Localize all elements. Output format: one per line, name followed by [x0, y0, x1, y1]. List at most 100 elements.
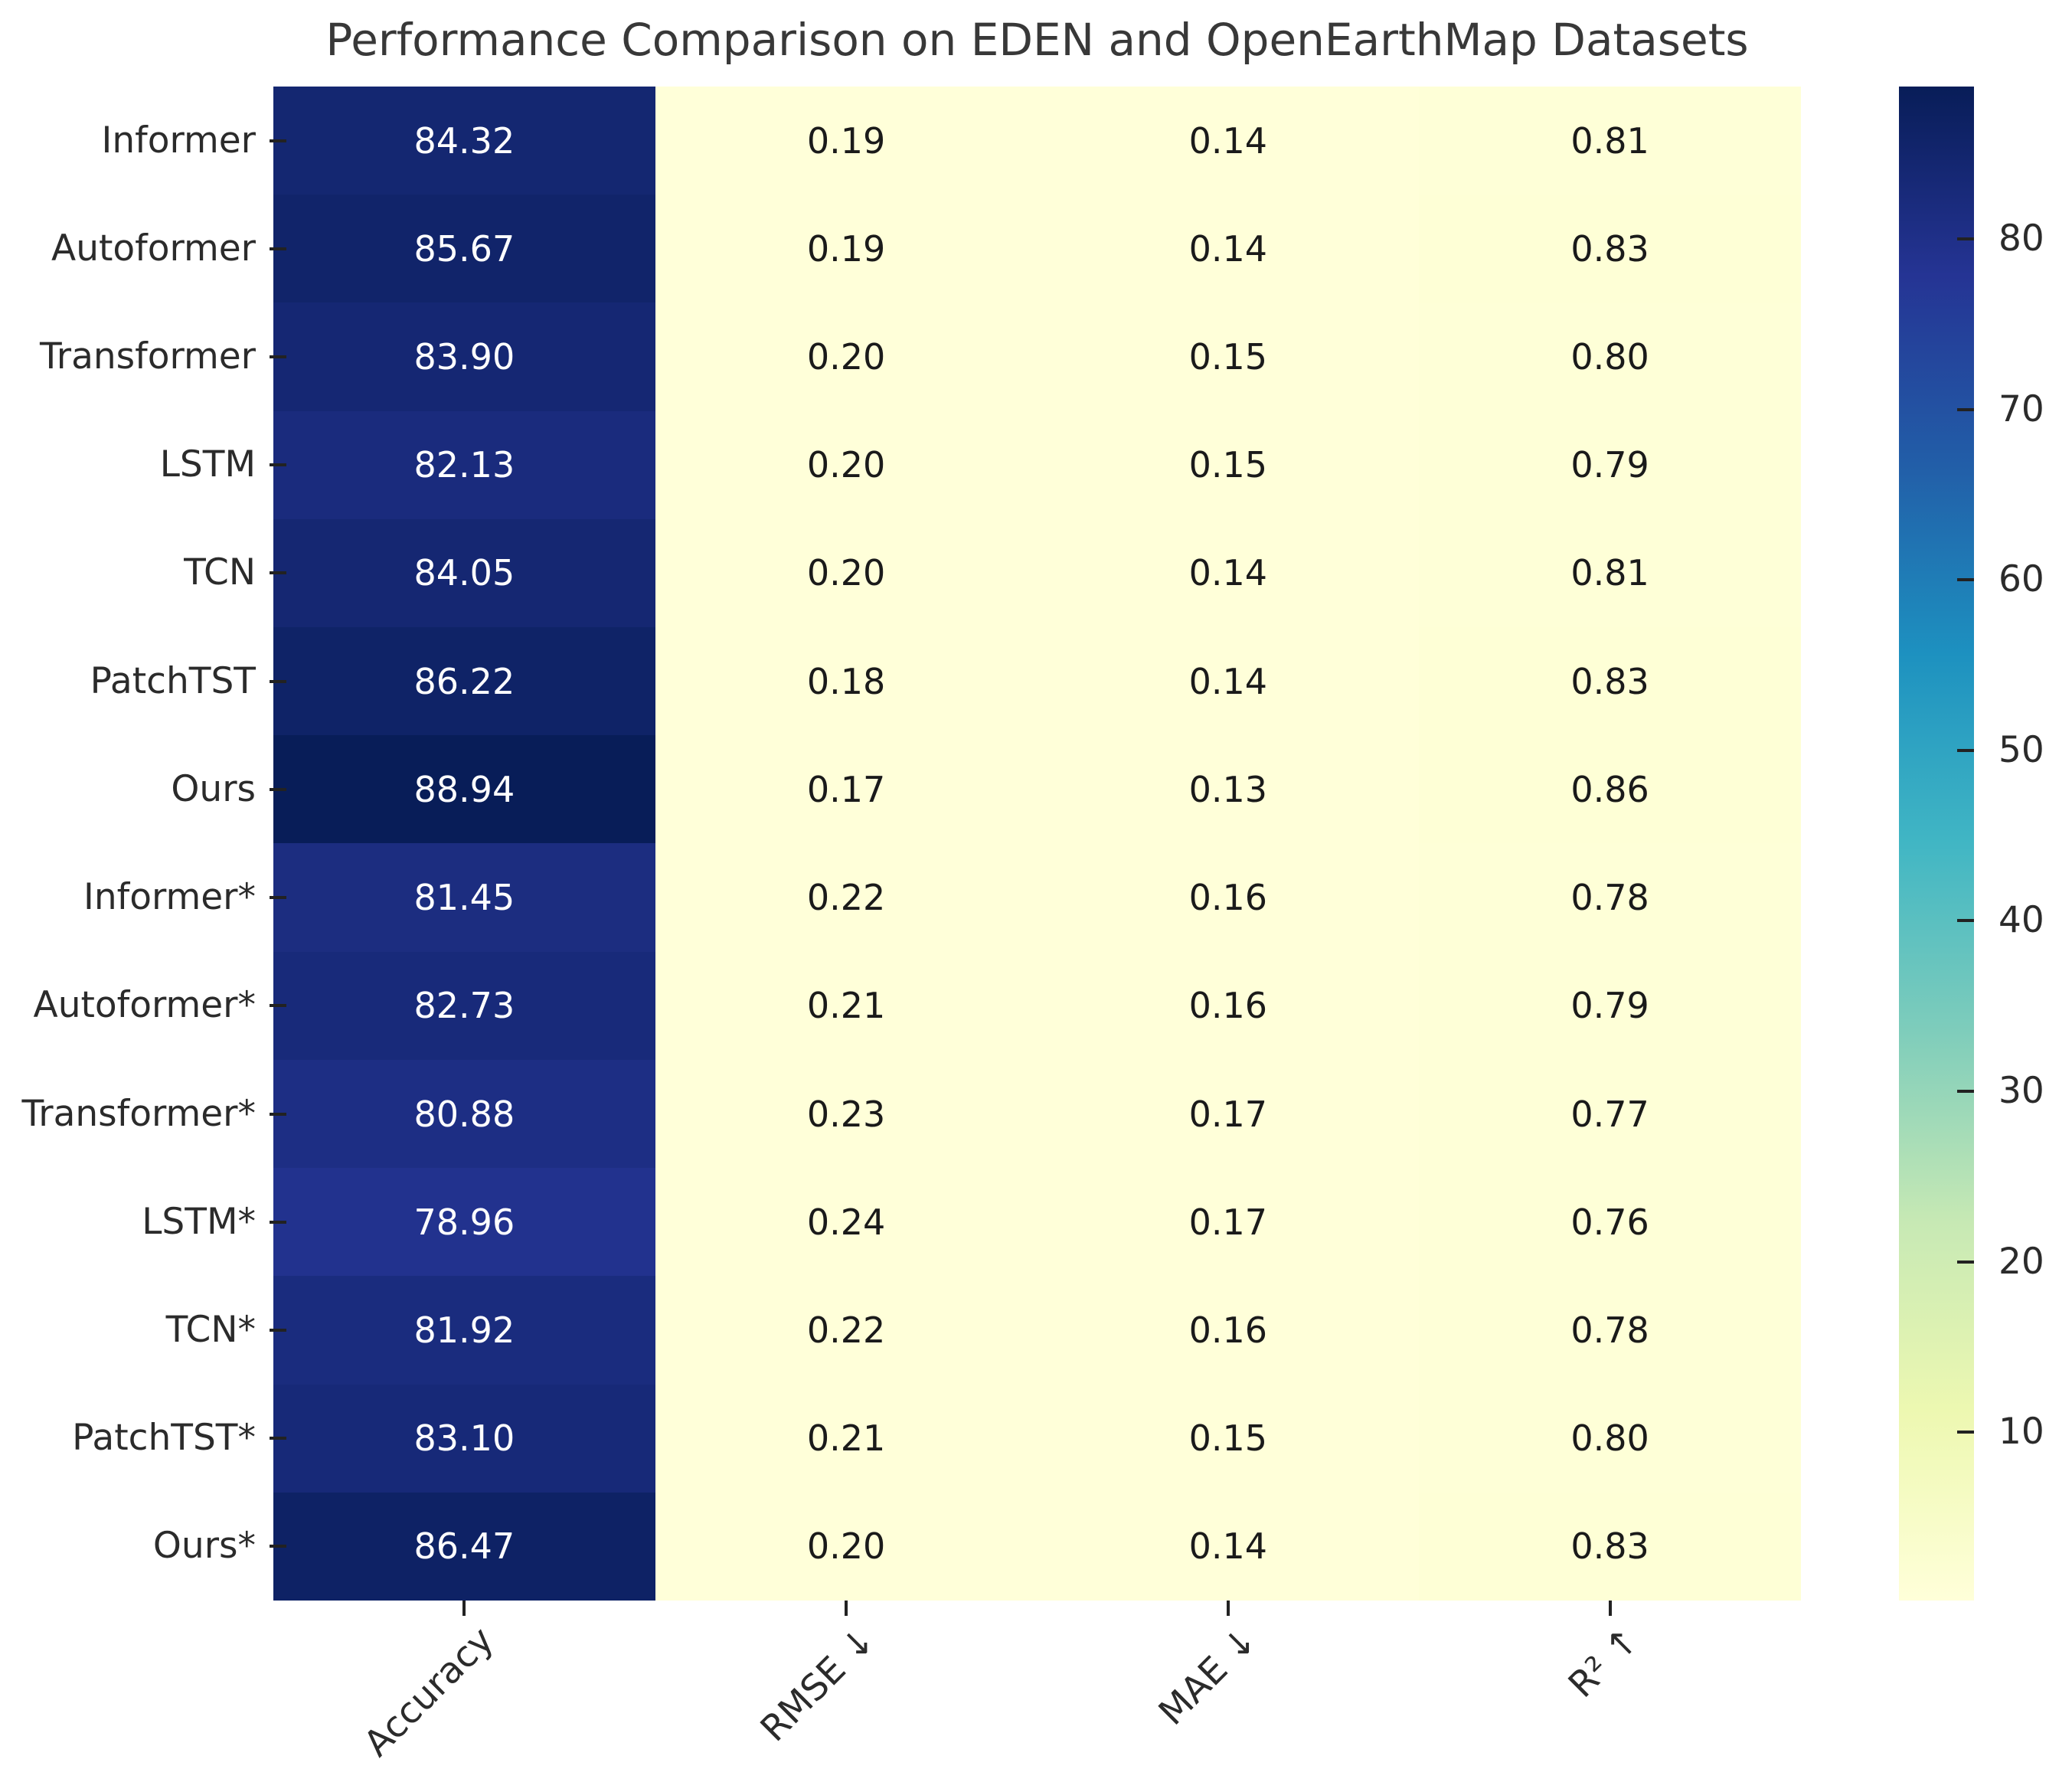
heatmap-cell-TCN*-col2: 0.16 — [1037, 1276, 1420, 1385]
heatmap-cell-Informer*-col0: 81.45 — [273, 843, 655, 952]
y-tick-mark — [270, 1545, 286, 1548]
heatmap-cell-TCN*-col3: 0.78 — [1419, 1276, 1801, 1385]
heatmap-cell-PatchTST*-col3: 0.80 — [1419, 1384, 1801, 1493]
y-tick-mark — [270, 679, 286, 683]
colorbar-tick-label-20: 20 — [1998, 1240, 2044, 1283]
heatmap-cell-Ours-col3: 0.86 — [1419, 735, 1801, 844]
heatmap-cell-LSTM-col2: 0.15 — [1037, 410, 1420, 519]
x-tick-label-MAE: MAE ↓ — [1151, 1619, 1266, 1734]
heatmap-cell-Transformer-col0: 83.90 — [273, 302, 655, 411]
heatmap-cell-PatchTST-col3: 0.83 — [1419, 627, 1801, 736]
heatmap-cell-TCN*-col1: 0.22 — [655, 1276, 1038, 1385]
cell-value-label: 0.18 — [806, 660, 886, 702]
cell-value-label: 0.20 — [806, 552, 886, 594]
heatmap-cell-Informer-col0: 84.32 — [273, 87, 655, 195]
heatmap-cell-TCN-col0: 84.05 — [273, 518, 655, 628]
heatmap-cell-Transformer*-col0: 80.88 — [273, 1059, 655, 1169]
colorbar-tick-label-30: 30 — [1998, 1070, 2044, 1113]
cell-value-label: 0.13 — [1188, 768, 1268, 810]
colorbar-tick-mark — [1957, 1090, 1974, 1094]
colorbar-tick-label-10: 10 — [1998, 1411, 2044, 1453]
cell-value-label: 0.19 — [806, 119, 886, 162]
heatmap-cell-Autoformer*-col3: 0.79 — [1419, 951, 1801, 1060]
y-tick-label-Informer: Informer — [101, 119, 256, 162]
cell-value-label: 0.81 — [1570, 552, 1649, 594]
y-tick-label-LSTM*: LSTM* — [142, 1200, 256, 1243]
cell-value-label: 82.73 — [413, 985, 515, 1027]
cell-value-label: 83.10 — [413, 1417, 515, 1460]
y-tick-label-TCN*: TCN* — [165, 1308, 256, 1351]
x-tick-mark — [462, 1601, 466, 1616]
heatmap-cell-TCN-col2: 0.14 — [1037, 518, 1420, 628]
heatmap-cell-PatchTST*-col2: 0.15 — [1037, 1384, 1420, 1493]
cell-value-label: 84.32 — [413, 119, 515, 162]
cell-value-label: 0.81 — [1570, 119, 1649, 162]
heatmap-cell-LSTM*-col0: 78.96 — [273, 1168, 655, 1277]
cell-value-label: 0.14 — [1188, 552, 1268, 594]
colorbar-tick-mark — [1957, 578, 1974, 582]
cell-value-label: 0.20 — [806, 444, 886, 486]
cell-value-label: 0.17 — [1188, 1093, 1268, 1135]
y-tick-mark — [270, 355, 286, 359]
cell-value-label: 0.16 — [1188, 985, 1268, 1027]
y-tick-mark — [270, 247, 286, 250]
cell-value-label: 0.79 — [1570, 444, 1649, 486]
cell-value-label: 0.17 — [806, 768, 886, 810]
cell-value-label: 84.05 — [413, 552, 515, 594]
heatmap-cell-Transformer-col1: 0.20 — [655, 302, 1038, 411]
cell-value-label: 0.15 — [1188, 336, 1268, 378]
heatmap-cell-Ours*-col0: 86.47 — [273, 1492, 655, 1601]
cell-value-label: 0.83 — [1570, 660, 1649, 702]
heatmap-cell-Ours*-col1: 0.20 — [655, 1492, 1038, 1601]
y-tick-label-TCN: TCN — [184, 551, 256, 594]
cell-value-label: 0.20 — [806, 336, 886, 378]
heatmap-cell-Transformer*-col2: 0.17 — [1037, 1059, 1420, 1169]
cell-value-label: 86.47 — [413, 1525, 515, 1568]
y-tick-label-Autoformer*: Autoformer* — [33, 984, 256, 1027]
cell-value-label: 0.19 — [806, 227, 886, 270]
cell-value-label: 81.45 — [413, 877, 515, 919]
heatmap-cell-Informer*-col1: 0.22 — [655, 843, 1038, 952]
y-tick-label-PatchTST: PatchTST — [90, 659, 256, 702]
cell-value-label: 78.96 — [413, 1201, 515, 1243]
y-tick-mark — [270, 1328, 286, 1332]
heatmap-cell-PatchTST*-col0: 83.10 — [273, 1384, 655, 1493]
heatmap-cell-Autoformer-col1: 0.19 — [655, 195, 1038, 303]
heatmap-cell-PatchTST-col1: 0.18 — [655, 627, 1038, 736]
cell-value-label: 0.78 — [1570, 877, 1649, 919]
heatmap-cell-Transformer*-col1: 0.23 — [655, 1059, 1038, 1169]
colorbar-tick-mark — [1957, 748, 1974, 752]
cell-value-label: 85.67 — [413, 227, 515, 270]
x-tick-label-RMSE: RMSE ↓ — [752, 1619, 884, 1751]
cell-value-label: 0.23 — [806, 1093, 886, 1135]
heatmap-cell-Autoformer*-col0: 82.73 — [273, 951, 655, 1060]
heatmap-cell-LSTM-col1: 0.20 — [655, 410, 1038, 519]
heatmap-cell-Informer-col2: 0.14 — [1037, 87, 1420, 195]
heatmap-cell-Ours-col1: 0.17 — [655, 735, 1038, 844]
heatmap-cell-PatchTST*-col1: 0.21 — [655, 1384, 1038, 1493]
cell-value-label: 0.14 — [1188, 660, 1268, 702]
heatmap-cell-Autoformer*-col2: 0.16 — [1037, 951, 1420, 1060]
y-tick-mark — [270, 463, 286, 467]
cell-value-label: 0.21 — [806, 1417, 886, 1460]
colorbar-tick-mark — [1957, 1431, 1974, 1434]
heatmap-cell-Transformer*-col3: 0.77 — [1419, 1059, 1801, 1169]
y-tick-label-Transformer: Transformer — [39, 335, 256, 378]
cell-value-label: 0.15 — [1188, 444, 1268, 486]
y-tick-label-Transformer*: Transformer* — [21, 1092, 256, 1135]
colorbar-tick-mark — [1957, 237, 1974, 240]
heatmap-cell-TCN-col1: 0.20 — [655, 518, 1038, 628]
cell-value-label: 0.80 — [1570, 1417, 1649, 1460]
colorbar-tick-mark — [1957, 919, 1974, 923]
cell-value-label: 0.22 — [806, 877, 886, 919]
heatmap-cell-LSTM-col3: 0.79 — [1419, 410, 1801, 519]
cell-value-label: 88.94 — [413, 768, 515, 810]
heatmap-cell-Informer*-col2: 0.16 — [1037, 843, 1420, 952]
y-tick-label-Informer*: Informer* — [83, 876, 256, 919]
y-tick-label-Ours*: Ours* — [152, 1525, 256, 1568]
cell-value-label: 81.92 — [413, 1309, 515, 1351]
colorbar-tick-label-70: 70 — [1998, 387, 2044, 430]
y-tick-mark — [270, 787, 286, 791]
heatmap-cell-Autoformer*-col1: 0.21 — [655, 951, 1038, 1060]
cell-value-label: 0.20 — [806, 1525, 886, 1568]
